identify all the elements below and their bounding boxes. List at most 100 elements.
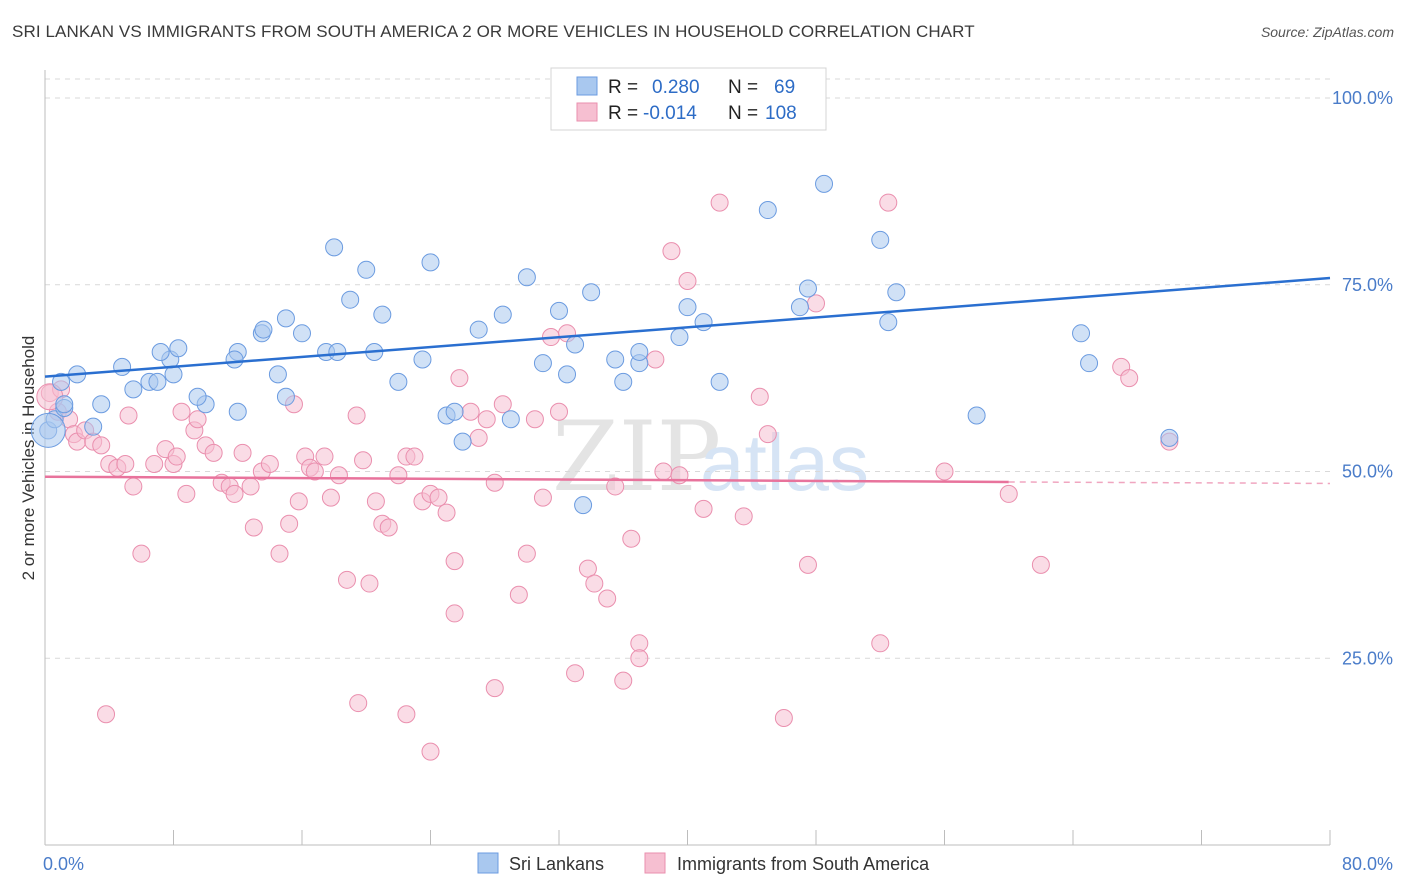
sri-lankan-point (325, 238, 344, 257)
south-america-point (654, 462, 673, 481)
sri-lankan-point (1072, 324, 1091, 343)
south-america-point (758, 425, 777, 444)
south-america-point (935, 462, 954, 481)
legend-r-value-2: -0.014 (643, 103, 697, 124)
south-america-point (517, 544, 536, 563)
sri-lankan-point (228, 402, 247, 421)
sri-lankan-point (445, 402, 464, 421)
south-america-point (172, 402, 191, 421)
south-america-point (119, 406, 138, 425)
south-america-point (305, 462, 324, 481)
sri-lankan-point (328, 342, 347, 361)
south-america-point (578, 559, 597, 578)
sri-lankan-point (533, 354, 552, 373)
sri-lankan-point (501, 410, 520, 429)
sri-lankan-point (694, 313, 713, 332)
y-tick-labels: 25.0% 50.0% 75.0% 100.0% (1332, 88, 1393, 668)
south-america-point (204, 443, 223, 462)
south-america-point (493, 395, 512, 414)
sri-lankan-point (678, 298, 697, 317)
south-america-point (132, 544, 151, 563)
south-america-point (349, 694, 368, 713)
sri-lankan-point (630, 342, 649, 361)
south-america-point (525, 410, 544, 429)
sri-lankan-point (967, 406, 986, 425)
south-america-point (622, 529, 641, 548)
sri-lankan-point (389, 372, 408, 391)
sri-lankan-point (148, 372, 167, 391)
south-america-point (260, 455, 279, 474)
sri-lankan-point (879, 313, 898, 332)
south-america-point (879, 193, 898, 212)
legend-r-label-1: R = (608, 77, 638, 98)
grid-lines (45, 78, 1330, 659)
sri-lankan-point (293, 324, 311, 343)
south-america-point (606, 477, 625, 496)
south-america-point (124, 477, 143, 496)
sri-lankan-point (341, 290, 360, 309)
legend-box: R = 0.280 N = 69 R = -0.014 N = 108 (550, 67, 827, 131)
south-america-point (366, 492, 385, 511)
south-america-point (678, 272, 697, 291)
south-america-point (630, 649, 649, 668)
south-america-point (750, 387, 769, 406)
south-america-point (116, 455, 135, 474)
sri-lankan-point (871, 230, 890, 249)
south-america-point (999, 484, 1018, 503)
sri-lankan-point (815, 174, 834, 193)
south-america-point (550, 402, 568, 421)
series-sri-lankans (30, 174, 1179, 515)
south-america-point (1120, 369, 1139, 388)
sri-lankan-point-cluster (30, 412, 66, 448)
chart-source: Source: ZipAtlas.com (1260, 24, 1394, 40)
south-america-point (177, 484, 196, 503)
south-america-point (97, 705, 116, 724)
south-america-point (694, 499, 713, 518)
sri-lankan-point (84, 417, 103, 436)
south-america-point (871, 634, 890, 653)
sri-lankan-point (758, 201, 777, 220)
sri-lankan-point (453, 432, 472, 451)
sri-lankan-point (790, 298, 809, 317)
sri-lankan-point (276, 387, 295, 406)
south-america-point (241, 477, 260, 496)
south-america-point (405, 447, 424, 466)
sri-lankan-point (517, 268, 536, 287)
trend-lines (44, 276, 1331, 485)
sri-lankan-point (52, 372, 71, 391)
south-america-point (429, 488, 448, 507)
south-america-point (662, 242, 681, 261)
south-america-point (485, 473, 504, 492)
legend-n-value-2: 108 (765, 103, 797, 124)
south-america-point (477, 410, 496, 429)
south-america-point (469, 428, 488, 447)
sri-lankan-point (113, 357, 132, 376)
trend-line-south-america (44, 475, 1009, 484)
south-america-point (354, 451, 373, 470)
sri-lankan-point (169, 339, 188, 358)
south-america-point (225, 484, 244, 503)
south-america-point (360, 574, 379, 593)
sri-lankan-point (1160, 428, 1179, 447)
sri-lankan-point (670, 328, 689, 347)
bottom-legend-swatch-pink (644, 852, 666, 874)
sri-lankan-point (188, 387, 207, 406)
south-america-point (445, 552, 464, 571)
y-tick-label-100: 100.0% (1332, 88, 1393, 108)
x-axis-ticks (44, 830, 1331, 845)
south-america-point (397, 705, 416, 724)
south-america-point (167, 447, 186, 466)
south-america-point (289, 492, 308, 511)
south-america-point (145, 455, 164, 474)
south-america-point (798, 555, 817, 574)
y-tick-label-75: 75.0% (1342, 275, 1393, 295)
legend-swatch-pink (576, 102, 598, 122)
south-america-point (533, 488, 552, 507)
sri-lankan-point (357, 260, 376, 279)
south-america-point (188, 410, 207, 429)
sri-lankan-point (268, 365, 287, 384)
sri-lankan-point (1080, 354, 1099, 373)
sri-lankan-point (413, 350, 432, 369)
south-america-point (485, 679, 504, 698)
